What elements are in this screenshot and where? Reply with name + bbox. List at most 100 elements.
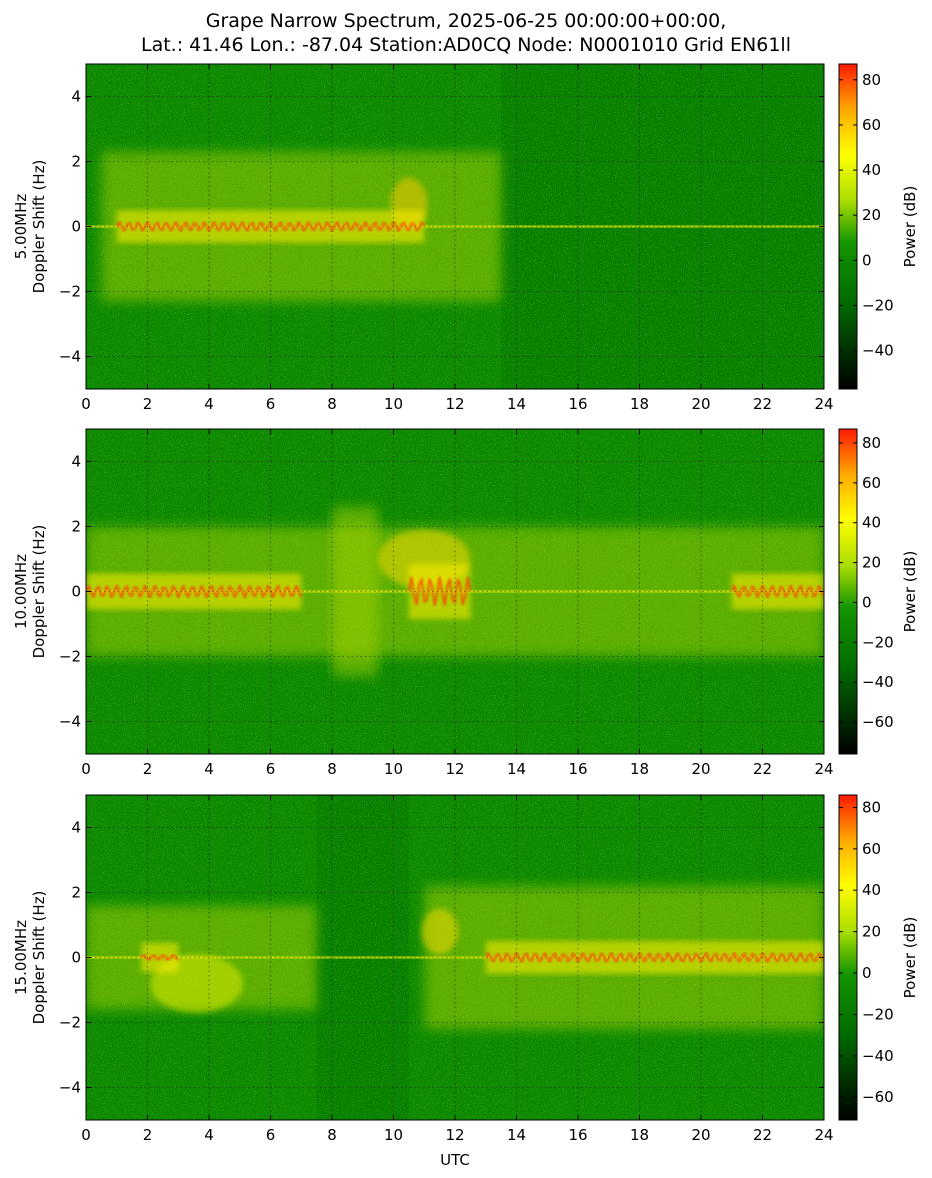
colorbar-tick-label: −20 [862,633,894,651]
x-tick-label: 14 [507,1126,526,1144]
colorbar-tick-label: 60 [862,840,881,858]
y-tick-label: −4 [59,1079,81,1097]
colorbar [838,794,858,1121]
figure-title-line-1: Grape Narrow Spectrum, 2025-06-25 00:00:… [206,10,727,32]
x-tick-label: 8 [327,395,337,413]
y-tick-label: 4 [71,453,81,471]
y-tick-label: 4 [71,819,81,837]
x-tick-label: 16 [568,1126,587,1144]
x-tick-label: 6 [266,760,276,778]
x-axis-label: UTC [440,1151,470,1169]
heatmap-image [86,429,824,754]
x-tick-label: 10 [384,760,403,778]
x-tick-label: 24 [814,395,833,413]
x-tick-label: 10 [384,395,403,413]
x-tick-label: 18 [630,760,649,778]
colorbar-label: Power (dB) [901,186,919,268]
y-tick-label: 2 [71,884,81,902]
colorbar-label: Power (dB) [901,551,919,633]
x-tick-label: 2 [143,395,153,413]
y-tick-label: 2 [71,153,81,171]
x-tick-label: 14 [507,395,526,413]
x-tick-label: 16 [568,395,587,413]
x-tick-label: 0 [81,760,91,778]
colorbar-tick-label: 60 [862,474,881,492]
x-tick-label: 20 [691,395,710,413]
heatmap-image [86,795,824,1120]
x-tick-label: 18 [630,1126,649,1144]
colorbar-tick-label: −40 [862,673,894,691]
colorbar-tick-label: 60 [862,116,881,134]
y-axis-label: Doppler Shift (Hz) [30,160,48,294]
y-tick-label: 2 [71,518,81,536]
frequency-label: 15.00MHz [12,920,30,995]
colorbar-tick-label: 20 [862,206,881,224]
colorbar-tick-label: 0 [862,593,872,611]
colorbar-tick-label: −20 [862,1005,894,1023]
y-tick-label: −4 [59,713,81,731]
x-tick-label: 22 [753,1126,772,1144]
x-tick-label: 12 [445,395,464,413]
colorbar-label: Power (dB) [901,917,919,999]
x-tick-label: 20 [691,760,710,778]
x-tick-label: 12 [445,760,464,778]
x-tick-label: 8 [327,760,337,778]
y-tick-label: −2 [59,283,81,301]
x-tick-label: 24 [814,1126,833,1144]
x-tick-label: 4 [204,1126,214,1144]
y-tick-label: 4 [71,88,81,106]
x-tick-label: 4 [204,760,214,778]
y-axis-label: Doppler Shift (Hz) [30,891,48,1025]
colorbar-tick-label: 80 [862,798,881,816]
colorbar-tick-label: −40 [862,1047,894,1065]
x-tick-label: 14 [507,760,526,778]
x-tick-label: 2 [143,760,153,778]
x-tick-label: 8 [327,1126,337,1144]
x-tick-label: 24 [814,760,833,778]
x-tick-label: 20 [691,1126,710,1144]
y-tick-label: 0 [71,583,81,601]
y-tick-label: −2 [59,648,81,666]
x-tick-label: 6 [266,395,276,413]
colorbar [838,63,858,390]
y-tick-label: 0 [71,218,81,236]
colorbar-tick-label: 0 [862,251,872,269]
colorbar-tick-label: −60 [862,713,894,731]
colorbar-tick-label: 40 [862,514,881,532]
x-tick-label: 2 [143,1126,153,1144]
x-tick-label: 6 [266,1126,276,1144]
x-tick-label: 10 [384,1126,403,1144]
colorbar-tick-label: 40 [862,161,881,179]
figure-title-line-2: Lat.: 41.46 Lon.: -87.04 Station:AD0CQ N… [141,34,791,56]
x-tick-label: 4 [204,395,214,413]
colorbar-tick-label: −60 [862,1088,894,1106]
x-tick-label: 0 [81,1126,91,1144]
heatmap-image [86,64,824,389]
colorbar-tick-label: 20 [862,923,881,941]
x-tick-label: 22 [753,760,772,778]
x-tick-label: 0 [81,395,91,413]
frequency-label: 5.00MHz [12,194,30,260]
colorbar-tick-label: 0 [862,964,872,982]
frequency-label: 10.00MHz [12,554,30,629]
colorbar-tick-label: −40 [862,342,894,360]
colorbar-tick-label: 80 [862,434,881,452]
colorbar-tick-label: 80 [862,71,881,89]
colorbar-tick-label: 20 [862,554,881,572]
x-tick-label: 16 [568,760,587,778]
y-tick-label: −2 [59,1014,81,1032]
x-tick-label: 12 [445,1126,464,1144]
x-tick-label: 22 [753,395,772,413]
y-tick-label: 0 [71,949,81,967]
colorbar-tick-label: 40 [862,881,881,899]
colorbar [838,428,858,755]
y-tick-label: −4 [59,348,81,366]
y-axis-label: Doppler Shift (Hz) [30,525,48,659]
colorbar-tick-label: −20 [862,296,894,314]
x-tick-label: 18 [630,395,649,413]
